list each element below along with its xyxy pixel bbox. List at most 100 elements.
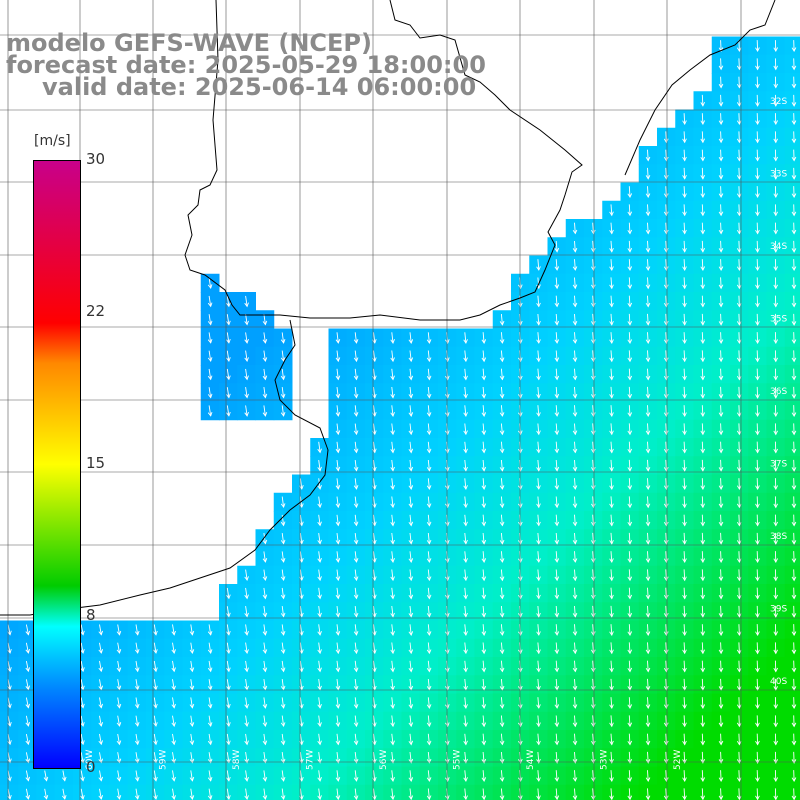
valid-date: valid date: 2025-06-14 06:00:00 [42,73,477,101]
wind-arrow [536,770,541,782]
wind-arrow [262,679,268,691]
wind-arrow [609,459,614,472]
wind-arrow [426,751,432,764]
wind-cell [784,419,800,439]
wind-arrow [791,697,797,710]
wind-arrow [609,605,614,618]
wind-arrow [408,496,414,509]
wind-arrow [207,715,213,728]
wind-arrow [736,715,742,728]
wind-arrow [773,514,779,527]
wind-arrow [645,496,651,509]
wind-arrow [736,40,742,53]
wind-arrow [718,715,724,728]
wind-arrow [335,642,341,655]
wind-arrow [609,423,614,436]
wind-arrow [317,478,322,490]
wind-arrow [609,715,614,728]
wind-arrow [591,423,596,436]
wind-arrow [682,405,687,418]
wind-arrow [700,514,706,527]
wind-arrow [572,240,578,253]
wind-arrow [755,277,760,290]
wind-arrow [390,715,395,728]
wind-arrow [700,587,706,600]
wind-arrow [408,569,414,582]
wind-arrow [700,423,706,436]
wind-arrow [353,387,359,399]
wind-arrow [791,76,797,89]
wind-arrow [682,423,687,436]
wind-arrow [791,770,797,783]
wind-arrow [718,660,724,673]
wind-arrow [682,204,687,217]
wind-arrow [43,788,49,800]
wind-cell [784,492,800,512]
wind-arrow [736,350,742,363]
wind-arrow [317,496,322,509]
wind-arrow [682,368,687,381]
wind-arrow [226,624,231,636]
wind-arrow [426,368,432,381]
wind-arrow [773,386,779,399]
wind-arrow [645,569,651,582]
wind-arrow [481,441,487,454]
wind-arrow [353,332,359,344]
wind-arrow [262,624,268,636]
wind-arrow [98,733,104,746]
wind-arrow [244,624,249,636]
wind-arrow [791,478,797,491]
wind-arrow [207,295,213,308]
wind-arrow [280,606,286,618]
wind-arrow [572,332,578,344]
wind-arrow [317,642,322,655]
wind-arrow [700,186,706,199]
wind-cell [784,529,800,548]
wind-arrow [755,514,760,527]
wind-arrow [134,752,140,764]
wind-arrow [153,624,158,636]
wind-cell [292,784,311,800]
wind-arrow [463,478,468,490]
wind-arrow [627,368,633,381]
wind-arrow [499,423,505,436]
wind-arrow [335,551,341,563]
wind-arrow [499,332,505,344]
wind-arrow [755,368,760,381]
wind-arrow [645,605,651,618]
wind-arrow [335,660,341,673]
wind-arrow [244,752,249,764]
wind-arrow [736,368,742,381]
wind-arrow [663,149,669,162]
wind-arrow [755,131,760,144]
wind-arrow [755,496,760,509]
wind-cell [784,675,800,694]
wind-arrow [353,752,359,764]
wind-arrow [736,423,742,436]
wind-arrow [645,295,651,308]
wind-arrow [609,259,614,272]
wind-arrow [591,240,596,253]
wind-arrow [499,587,505,600]
wind-arrow [335,368,341,381]
wind-arrow [718,58,724,71]
wind-arrow [572,770,578,782]
wind-arrow [262,387,268,399]
wind-arrow [426,715,432,728]
wind-arrow [591,222,596,235]
wind-arrow [262,587,268,600]
wind-arrow [682,660,687,673]
wind-arrow [426,423,432,436]
wind-arrow [262,551,268,563]
wind-arrow [791,186,797,199]
wind-arrow [718,368,724,381]
wind-arrow [499,350,505,363]
wind-arrow [98,624,104,636]
wind-arrow [736,624,742,637]
wind-arrow [791,715,797,728]
wind-arrow [554,624,560,636]
wind-arrow [262,733,268,746]
wind-arrow [536,697,541,709]
wind-arrow [645,222,651,235]
wind-arrow [499,386,505,399]
